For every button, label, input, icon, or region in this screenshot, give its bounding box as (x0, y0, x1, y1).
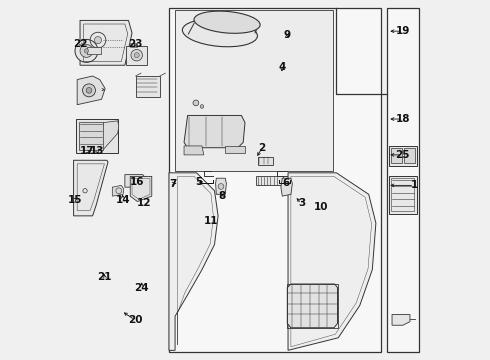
Polygon shape (125, 175, 148, 187)
Bar (256, 176, 283, 185)
Text: 16: 16 (130, 177, 145, 187)
Text: 13: 13 (90, 146, 104, 156)
Bar (87, 47, 101, 54)
Bar (175, 10, 333, 171)
Circle shape (134, 53, 139, 58)
Bar (403, 148, 415, 163)
Bar (287, 284, 338, 328)
Polygon shape (184, 146, 204, 155)
Circle shape (75, 40, 98, 62)
Polygon shape (288, 173, 376, 350)
Bar (76, 119, 118, 153)
Text: 19: 19 (395, 26, 410, 36)
Polygon shape (392, 315, 410, 325)
Polygon shape (169, 173, 218, 350)
Bar (129, 43, 137, 46)
Polygon shape (74, 160, 108, 216)
Bar (387, 8, 419, 352)
Bar (391, 148, 402, 163)
Circle shape (131, 49, 143, 61)
Polygon shape (216, 178, 226, 194)
Text: 20: 20 (128, 315, 142, 325)
Bar (389, 176, 417, 214)
Text: 15: 15 (68, 195, 82, 205)
Text: 5: 5 (195, 177, 202, 187)
Text: 11: 11 (204, 216, 219, 226)
Ellipse shape (182, 19, 257, 47)
Text: 22: 22 (74, 39, 88, 49)
Text: 4: 4 (278, 62, 286, 72)
Text: 2: 2 (259, 143, 266, 153)
Text: 23: 23 (128, 39, 143, 49)
Circle shape (200, 105, 204, 108)
Circle shape (218, 184, 224, 189)
Bar (389, 146, 417, 166)
Polygon shape (77, 76, 105, 105)
Text: 18: 18 (395, 114, 410, 124)
Circle shape (80, 44, 93, 57)
Text: 1: 1 (411, 180, 418, 190)
Polygon shape (184, 116, 245, 148)
Text: 25: 25 (395, 150, 410, 160)
Text: 12: 12 (137, 198, 151, 208)
Polygon shape (112, 185, 124, 196)
Text: 17: 17 (80, 146, 95, 156)
Text: 9: 9 (284, 30, 291, 40)
Polygon shape (281, 178, 293, 196)
Text: 10: 10 (314, 202, 328, 212)
Bar (136, 76, 160, 97)
Text: 3: 3 (298, 198, 305, 208)
Polygon shape (100, 121, 119, 149)
Text: 21: 21 (98, 272, 112, 282)
Circle shape (95, 37, 101, 44)
Bar (169, 8, 381, 352)
Circle shape (84, 49, 89, 53)
Text: 24: 24 (134, 283, 149, 293)
Ellipse shape (194, 11, 260, 33)
Bar (258, 157, 272, 165)
Text: 8: 8 (218, 191, 225, 201)
Text: 14: 14 (116, 195, 130, 205)
Bar (126, 45, 147, 65)
Polygon shape (287, 284, 338, 328)
Bar (391, 178, 414, 211)
Bar (79, 122, 102, 150)
Text: 7: 7 (169, 179, 176, 189)
Circle shape (82, 84, 96, 97)
Text: 6: 6 (282, 178, 290, 188)
Polygon shape (80, 21, 132, 65)
Polygon shape (225, 146, 245, 153)
Polygon shape (130, 176, 152, 202)
Circle shape (86, 87, 92, 93)
Circle shape (193, 100, 199, 106)
